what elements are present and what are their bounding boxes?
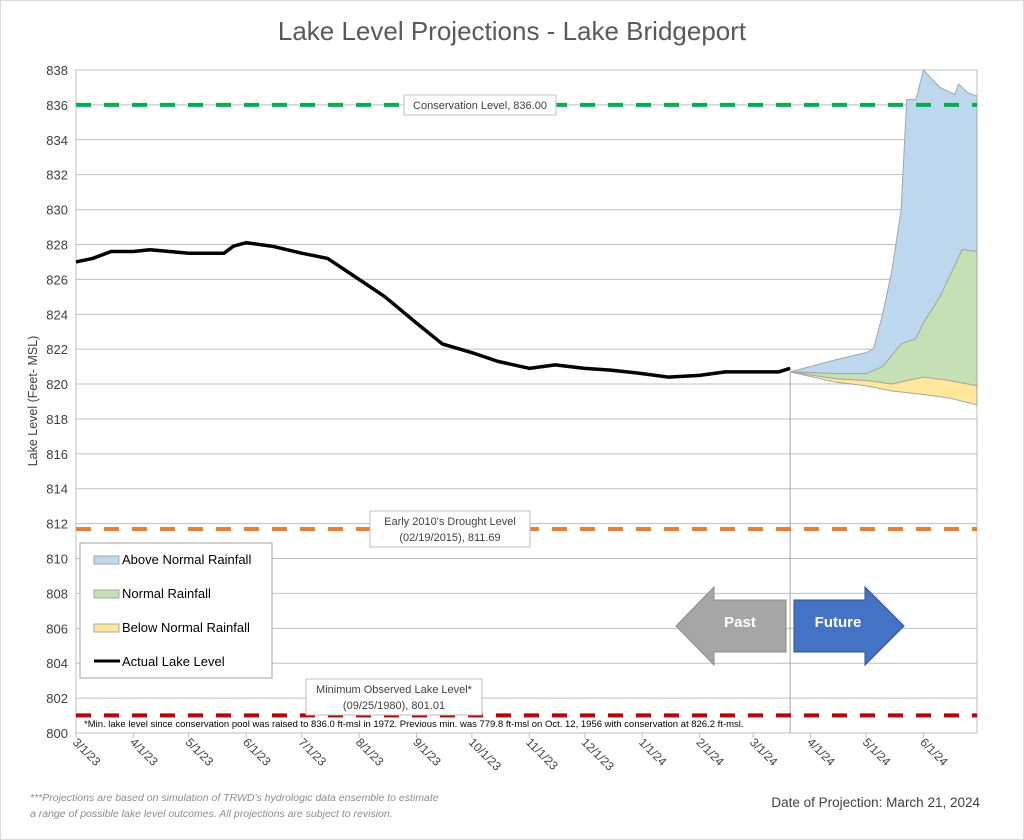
x-tick-label: 3/1/24 — [747, 735, 781, 769]
x-tick-label: 1/1/24 — [636, 735, 670, 769]
past-arrow — [675, 585, 787, 667]
y-axis-label: Lake Level (Feet- MSL) — [26, 336, 40, 467]
x-tick-label: 5/1/24 — [860, 735, 894, 769]
x-tick-label: 8/1/23 — [353, 735, 387, 769]
y-tick-label: 802 — [46, 691, 68, 706]
y-tick-label: 838 — [46, 63, 68, 78]
y-tick-label: 830 — [46, 203, 68, 218]
future-label: Future — [815, 614, 862, 631]
y-tick-label: 824 — [46, 307, 68, 322]
legend: Above Normal Rainfall Normal Rainfall Be… — [79, 542, 273, 679]
y-tick-label: 808 — [46, 586, 68, 601]
y-tick-label: 806 — [46, 621, 68, 636]
conservation-label-box — [403, 94, 557, 116]
minimum-label-box — [305, 678, 483, 716]
y-tick-label: 828 — [46, 237, 68, 252]
y-tick-label: 814 — [46, 482, 68, 497]
below-normal-rainfall-area — [790, 371, 978, 406]
legend-label-actual: Actual Lake Level — [122, 654, 225, 669]
x-tick-label: 5/1/23 — [183, 735, 217, 769]
y-tick-label: 800 — [46, 726, 68, 741]
x-tick-label: 7/1/23 — [296, 735, 330, 769]
legend-label-below: Below Normal Rainfall — [122, 620, 250, 635]
drought-label-line2: (02/19/2015), 811.69 — [399, 532, 500, 544]
minimum-footnote: *Min. lake level since conservation pool… — [84, 719, 744, 730]
drought-label-line1: Early 2010's Drought Level — [384, 516, 516, 528]
legend-swatch-above — [93, 555, 120, 565]
x-tick-label: 9/1/23 — [410, 735, 444, 769]
minimum-label-line1: Minimum Observed Lake Level* — [316, 684, 473, 696]
conservation-label: Conservation Level, 836.00 — [413, 100, 547, 112]
y-tick-label: 822 — [46, 342, 68, 357]
past-label: Past — [724, 614, 756, 631]
y-tick-label: 818 — [46, 412, 68, 427]
legend-swatch-normal — [93, 589, 120, 599]
y-tick-label: 816 — [46, 447, 68, 462]
x-tick-label: 6/1/23 — [240, 735, 274, 769]
y-tick-label: 804 — [46, 656, 68, 671]
legend-label-above: Above Normal Rainfall — [122, 552, 251, 567]
x-tick-label: 2/1/24 — [693, 735, 727, 769]
x-tick-label: 4/1/23 — [127, 735, 161, 769]
future-arrow — [793, 585, 905, 667]
y-tick-label: 812 — [46, 517, 68, 532]
x-tick-label: 10/1/23 — [466, 735, 504, 773]
minimum-label-line2: (09/25/1980), 801.01 — [343, 700, 445, 712]
disclaimer-line1: ***Projections are based on simulation o… — [30, 792, 439, 804]
y-tick-label: 834 — [46, 133, 68, 148]
y-tick-label: 832 — [46, 168, 68, 183]
disclaimer-line2: a range of possible lake level outcomes.… — [30, 808, 393, 820]
y-tick-label: 810 — [46, 552, 68, 567]
legend-swatch-below — [93, 623, 120, 633]
x-tick-label: 3/1/23 — [70, 735, 104, 769]
x-tick-label: 12/1/23 — [579, 735, 617, 773]
actual-lake-level-line — [75, 240, 791, 379]
chart-title: Lake Level Projections - Lake Bridgeport — [278, 16, 747, 46]
x-tick-label: 11/1/23 — [523, 735, 561, 773]
x-tick-label: 6/1/24 — [917, 735, 951, 769]
legend-label-normal: Normal Rainfall — [122, 586, 211, 601]
y-tick-label: 836 — [46, 98, 68, 113]
drought-label-box — [369, 510, 531, 548]
y-tick-label: 820 — [46, 377, 68, 392]
y-tick-label: 826 — [46, 272, 68, 287]
projection-date: Date of Projection: March 21, 2024 — [771, 795, 980, 810]
x-tick-label: 4/1/24 — [804, 735, 838, 769]
projection-disclaimer: ***Projections are based on simulation o… — [30, 790, 439, 822]
